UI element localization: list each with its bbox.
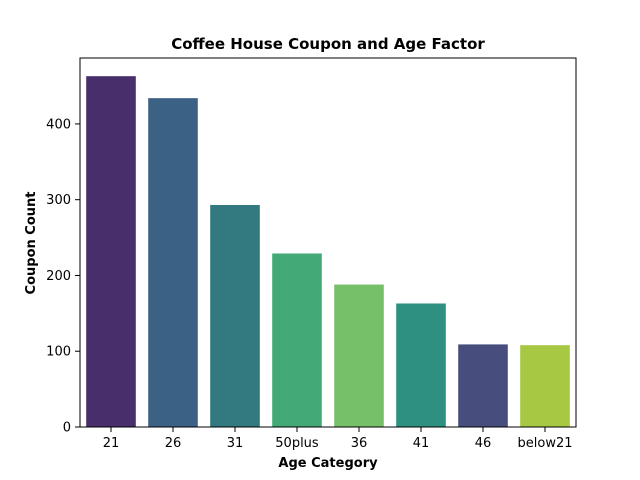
x-tick-label: 36 [351, 436, 368, 451]
bar-31 [210, 204, 260, 427]
x-tick-label: 31 [227, 436, 244, 451]
y-tick-label: 300 [46, 193, 71, 208]
plot-frame [79, 57, 577, 428]
bar-21 [86, 76, 136, 428]
bar-below21 [520, 345, 570, 427]
bar-50plus [272, 253, 322, 427]
axes-group: 21 26 31 50plus 36 41 46 below21 0 100 200 300 400 [46, 57, 577, 451]
y-tick-label: 100 [46, 345, 71, 360]
bar-26 [148, 98, 198, 427]
y-tick-label: 200 [46, 269, 71, 284]
x-tick-label: 50plus [275, 436, 319, 451]
y-tick-label: 0 [63, 421, 71, 436]
y-tick-label: 400 [46, 117, 71, 132]
bar-46 [458, 344, 508, 427]
x-tick-label: below21 [518, 436, 573, 451]
chart-title: Coffee House Coupon and Age Factor [171, 35, 485, 53]
bar-41 [396, 303, 446, 427]
x-tick-label: 46 [475, 436, 492, 451]
bar-36 [334, 284, 384, 427]
y-axis-title: Coupon Count [24, 192, 39, 295]
bars-group [86, 76, 570, 428]
x-axis-title: Age Category [278, 456, 378, 471]
x-tick-label: 21 [103, 436, 120, 451]
x-tick-label: 26 [165, 436, 182, 451]
x-tick-label: 41 [413, 436, 430, 451]
